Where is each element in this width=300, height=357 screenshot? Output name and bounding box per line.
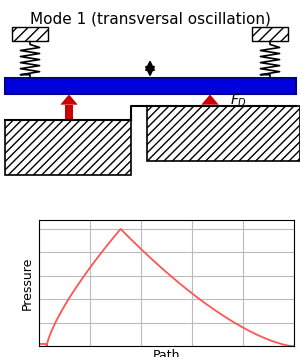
X-axis label: Path: Path — [153, 349, 180, 357]
Polygon shape — [60, 94, 78, 105]
Bar — [252, 27, 288, 41]
Bar — [147, 106, 300, 161]
Bar — [65, 105, 73, 120]
Bar — [12, 27, 48, 41]
Text: $F_D$: $F_D$ — [230, 93, 247, 110]
Text: Mode 1 (transversal oscillation): Mode 1 (transversal oscillation) — [30, 11, 270, 26]
Bar — [4, 78, 296, 94]
Bar — [206, 105, 214, 106]
Y-axis label: Pressure: Pressure — [20, 256, 33, 310]
Polygon shape — [201, 94, 219, 105]
Bar — [4, 120, 130, 175]
